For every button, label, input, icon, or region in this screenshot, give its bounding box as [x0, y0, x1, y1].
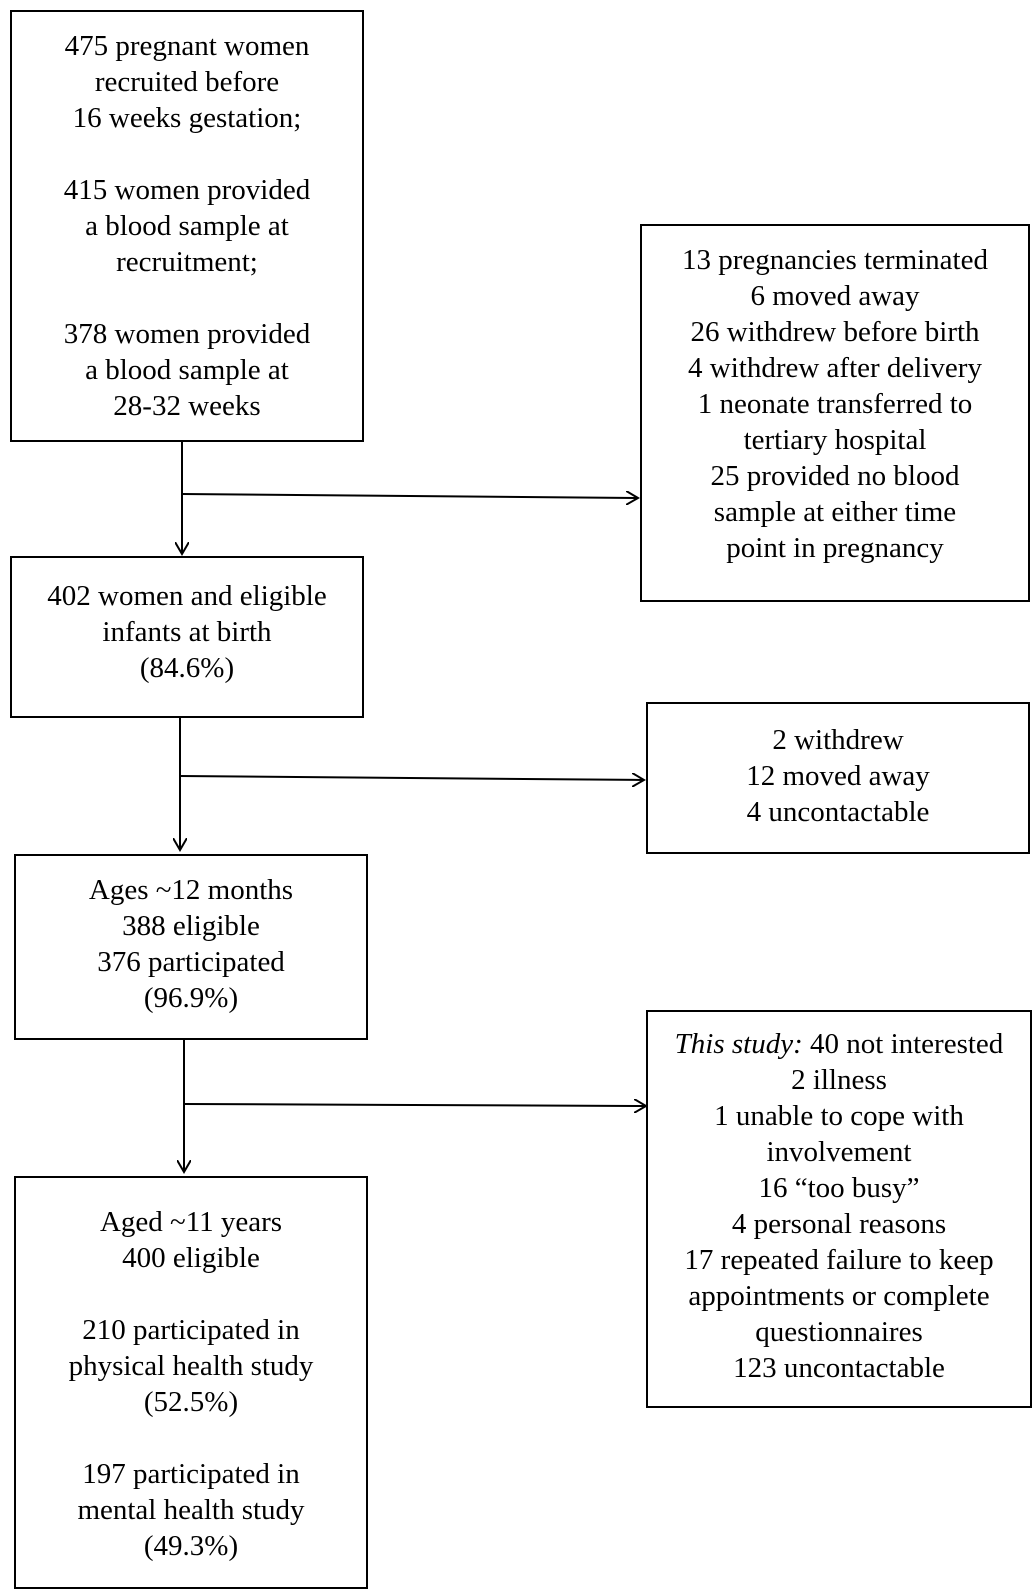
- box-line: 378 women provided: [63, 318, 311, 350]
- box-line: 388 eligible: [122, 910, 260, 942]
- box-line: 210 participated in: [82, 1314, 300, 1346]
- box-line: recruited before: [94, 66, 280, 98]
- box-line: (49.3%): [143, 1530, 239, 1562]
- box-line: mental health study: [77, 1494, 305, 1526]
- box-line: 13 pregnancies terminated: [682, 244, 988, 276]
- box-line: (96.9%): [143, 982, 239, 1014]
- box-line: point in pregnancy: [726, 532, 944, 564]
- box-line: questionnaires: [755, 1316, 923, 1348]
- box-line: 26 withdrew before birth: [690, 316, 980, 348]
- box-line: tertiary hospital: [743, 424, 927, 456]
- box-line: 402 women and eligible: [47, 580, 327, 612]
- box-line: sample at either time: [713, 496, 957, 528]
- box-line: 4 personal reasons: [731, 1208, 947, 1240]
- box-line: a blood sample at: [85, 354, 289, 386]
- box-line: (52.5%): [143, 1386, 239, 1418]
- exclusion3-box: This study: 40 not interested 2 illness …: [646, 1010, 1032, 1408]
- box-line: 475 pregnant women: [64, 30, 310, 62]
- box-line: This study: 40 not interested: [648, 1026, 1030, 1062]
- this-study-label: This study:: [674, 1028, 803, 1060]
- box-line: 12 moved away: [746, 760, 930, 792]
- birth-box: 402 women and eligible infants at birth …: [10, 556, 364, 718]
- box-line: 28-32 weeks: [113, 390, 261, 422]
- first-line-rest: 40 not interested: [802, 1028, 1004, 1060]
- box-line: 2 illness: [791, 1064, 887, 1096]
- box-line: 1 neonate transferred to: [697, 388, 973, 420]
- box-line: 16 weeks gestation;: [72, 102, 302, 134]
- box-line: 123 uncontactable: [733, 1352, 945, 1384]
- box-line: 16 “too busy”: [758, 1172, 920, 1204]
- twelve-months-box: Ages ~12 months 388 eligible 376 partici…: [14, 854, 368, 1040]
- arrow-to-exclusion2: [179, 776, 644, 780]
- box-line: appointments or complete: [688, 1280, 990, 1312]
- box-line: 1 unable to cope with: [714, 1100, 964, 1132]
- box-line: 6 moved away: [750, 280, 920, 312]
- box-line: infants at birth: [102, 616, 272, 648]
- exclusion1-box: 13 pregnancies terminated 6 moved away 2…: [640, 224, 1030, 602]
- box-line: recruitment;: [116, 246, 258, 278]
- box-line: 415 women provided: [63, 174, 311, 206]
- box-line: 4 withdrew after delivery: [688, 352, 982, 384]
- box-line: 17 repeated failure to keep: [684, 1244, 994, 1276]
- box-line: 400 eligible: [122, 1242, 260, 1274]
- box-line: a blood sample at: [85, 210, 289, 242]
- box-line: Ages ~12 months: [88, 874, 294, 906]
- arrow-to-exclusion3: [183, 1104, 646, 1106]
- box-line: 2 withdrew: [772, 724, 904, 756]
- box-line: 197 participated in: [82, 1458, 300, 1490]
- arrow-to-exclusion1: [181, 494, 638, 498]
- box-line: Aged ~11 years: [99, 1206, 283, 1238]
- box-line: involvement: [766, 1136, 912, 1168]
- eleven-years-box: Aged ~11 years 400 eligible 210 particip…: [14, 1176, 368, 1589]
- box-line: (84.6%): [139, 652, 235, 684]
- recruitment-box: 475 pregnant women recruited before 16 w…: [10, 10, 364, 442]
- exclusion2-box: 2 withdrew 12 moved away 4 uncontactable: [646, 702, 1030, 854]
- box-line: 25 provided no blood: [710, 460, 960, 492]
- box-line: physical health study: [68, 1350, 314, 1382]
- box-line: 4 uncontactable: [746, 796, 930, 828]
- box-line: 376 participated: [97, 946, 285, 978]
